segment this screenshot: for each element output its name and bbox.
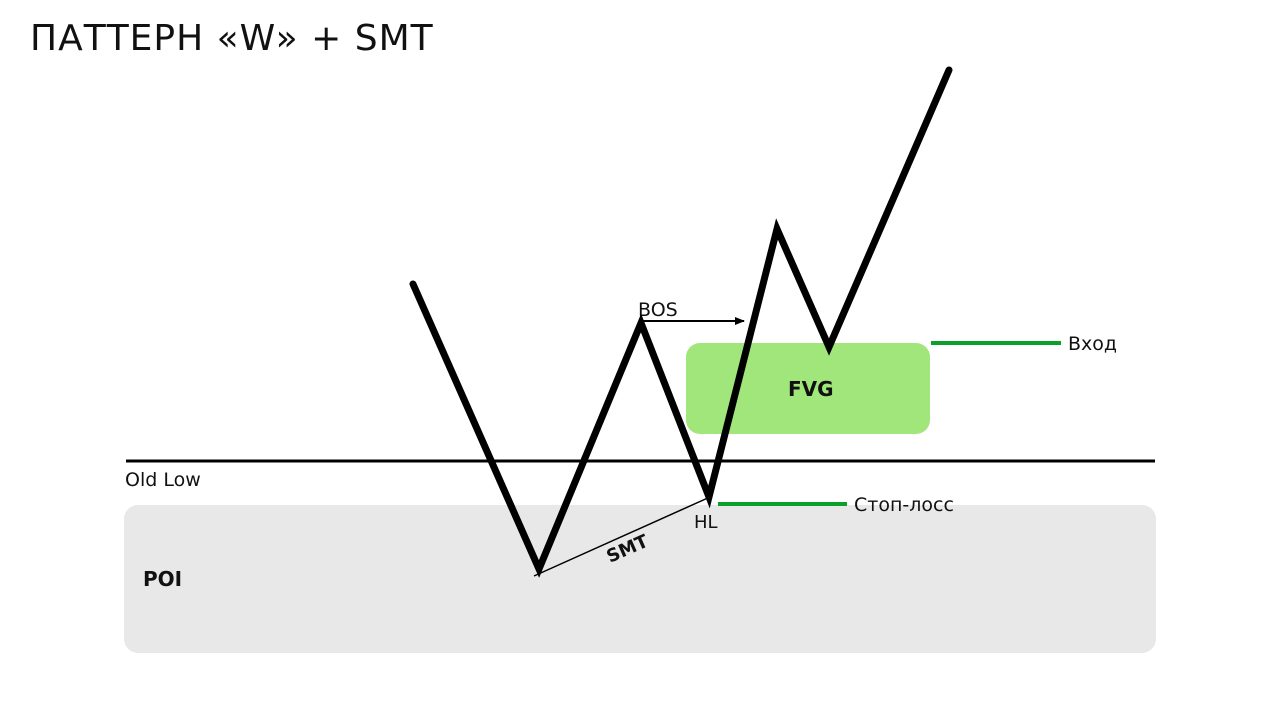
bos-label: BOS (638, 299, 678, 321)
stop-loss-label: Стоп-лосс (854, 494, 954, 516)
poi-zone (124, 505, 1156, 653)
hl-label: HL (694, 512, 718, 533)
poi-label: POI (143, 567, 182, 591)
diagram-title: ПАТТЕРН «W» + SMT (30, 18, 434, 59)
smt-divergence-line (533, 496, 711, 577)
fvg-label: FVG (788, 377, 834, 401)
old-low-label: Old Low (125, 469, 201, 491)
fvg-zone (686, 343, 930, 434)
price-path (409, 66, 953, 578)
entry-label: Вход (1068, 333, 1117, 355)
